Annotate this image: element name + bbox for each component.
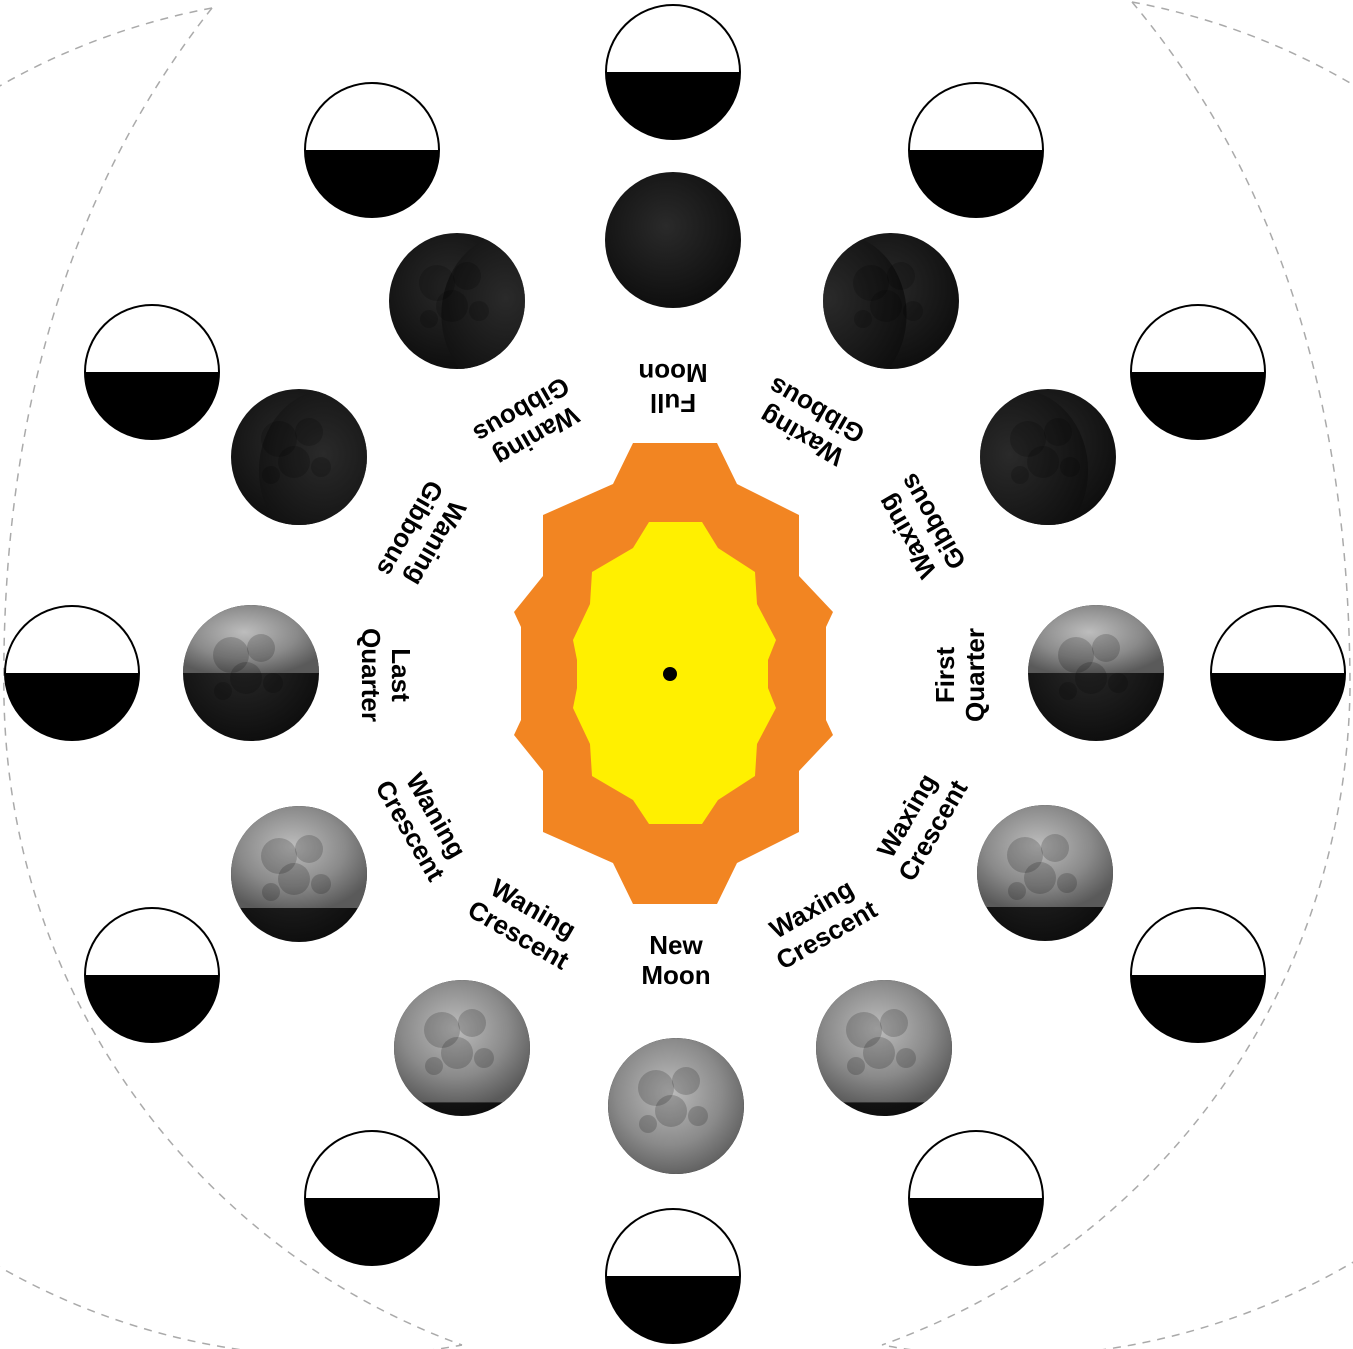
inner-moons bbox=[183, 172, 1164, 1174]
moon-waning-crescent-2 bbox=[394, 980, 530, 1116]
phase-disc bbox=[908, 1130, 1044, 1266]
phase-disc bbox=[1130, 907, 1266, 1043]
label-waning-gibbous-2: WaningGibbous bbox=[468, 371, 589, 476]
label-waxing-crescent-1: WaxingCrescent bbox=[866, 760, 974, 887]
moon-waxing-gibbous-2 bbox=[823, 233, 959, 369]
label-waning-gibbous-1: WaningGibbous bbox=[371, 475, 476, 596]
moon-first-quarter bbox=[1028, 605, 1164, 741]
label-new-moon: New Moon bbox=[641, 930, 710, 990]
label-first-quarter: FirstQuarter bbox=[930, 628, 990, 722]
phase-disc bbox=[1210, 605, 1346, 741]
label-waning-crescent-1: WaningCrescent bbox=[369, 760, 477, 887]
label-last-quarter: LastQuarter bbox=[356, 628, 416, 722]
phase-disc bbox=[4, 605, 140, 741]
label-waxing-gibbous-2: WaxingGibbous bbox=[748, 371, 869, 476]
moon-waxing-gibbous-1 bbox=[980, 389, 1116, 525]
phase-disc bbox=[1130, 304, 1266, 440]
moon-new bbox=[608, 1038, 744, 1174]
moon-waning-gibbous-2 bbox=[389, 233, 525, 369]
phase-disc bbox=[304, 1130, 440, 1266]
orbit-dashed-arc-left bbox=[3, 7, 463, 1346]
label-waning-crescent-2: WaningCrescent bbox=[463, 868, 590, 976]
moon-full bbox=[605, 172, 741, 308]
label-waxing-gibbous-1: WaxingGibbous bbox=[867, 468, 972, 589]
label-full-moon: FullMoon bbox=[638, 358, 707, 418]
sun bbox=[514, 443, 833, 904]
phase-disc bbox=[605, 4, 741, 140]
moon-waning-crescent-1 bbox=[231, 806, 367, 942]
phase-disc bbox=[84, 304, 220, 440]
phase-disc bbox=[908, 82, 1044, 218]
label-waxing-crescent-2: WaxingCrescent bbox=[756, 868, 883, 976]
phase-disc bbox=[605, 1208, 741, 1344]
orbit-dashed-arc-right bbox=[881, 1, 1351, 1346]
phase-disc bbox=[84, 907, 220, 1043]
earth-center-dot bbox=[663, 667, 677, 681]
moon-waning-gibbous-1 bbox=[231, 389, 367, 525]
outer-phase-discs bbox=[4, 4, 1346, 1344]
moon-waxing-crescent-2 bbox=[816, 980, 952, 1116]
moon-last-quarter bbox=[183, 605, 319, 741]
moon-waxing-crescent-1 bbox=[977, 805, 1113, 941]
phase-disc bbox=[304, 82, 440, 218]
